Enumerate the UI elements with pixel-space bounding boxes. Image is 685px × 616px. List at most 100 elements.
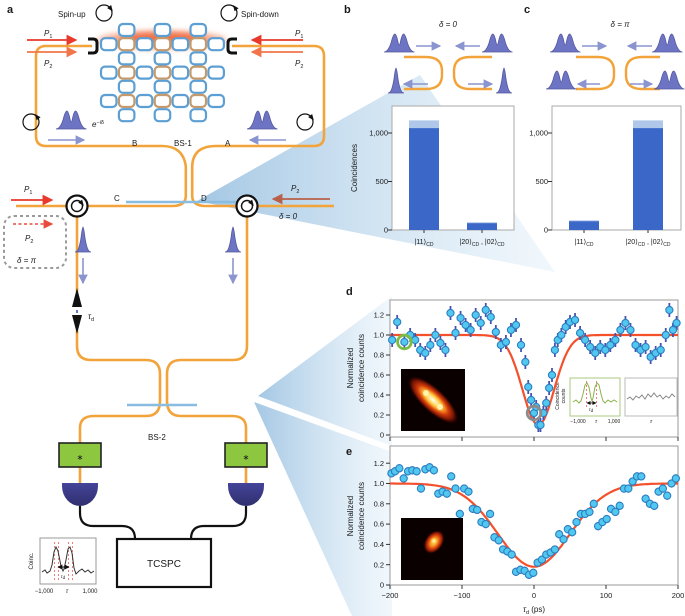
lattice-ring [135, 37, 154, 52]
lattice-ring [189, 93, 208, 109]
data-point [586, 342, 595, 352]
data-point [451, 328, 460, 338]
lattice-ring [153, 65, 172, 80]
y-tick-label: 0.2 [374, 560, 384, 569]
chart-d-ylabel-1: Normalized [346, 348, 355, 388]
data-point [464, 487, 473, 496]
spin-up-icon-head [107, 5, 113, 12]
filter-box-right [224, 442, 268, 468]
data-point [672, 318, 681, 328]
fiber-c-to-bs2 [75, 330, 162, 401]
blob-spot [437, 404, 443, 410]
data-point [568, 528, 577, 537]
tcspc-label: TCSPC [147, 559, 181, 570]
x-tick-label: 200 [672, 591, 685, 600]
port-c-label: C [114, 194, 120, 203]
green-inset-ylabel-1: Coincidence [555, 382, 561, 410]
data-point [491, 327, 500, 337]
heatmap-blob [407, 375, 459, 425]
pump2-label: P2 [25, 234, 33, 245]
circulation-right-icon-head [308, 114, 314, 121]
data-point [412, 467, 421, 476]
data-point [661, 330, 670, 340]
wavepacket-single [495, 67, 513, 94]
spin-down-icon-head [232, 4, 239, 12]
bar [467, 223, 497, 230]
circulator-d-arrow-icon-head [248, 199, 254, 206]
wedge-bs2-to-d [258, 296, 392, 446]
delay-arrow-down-icon [72, 315, 82, 334]
data-point [506, 325, 516, 335]
data-point [650, 501, 659, 510]
wedge-bs2-to-e [254, 402, 392, 616]
data-point [544, 383, 554, 393]
gray-inset: τ [624, 377, 678, 425]
delta-zero-label: δ = 0 [279, 212, 298, 221]
data-point [472, 505, 482, 515]
green-inset-xmin: −1,000 [570, 419, 586, 425]
y-tick-label: 0 [380, 431, 384, 440]
panel-b-label: b [344, 4, 351, 16]
data-point [481, 305, 490, 315]
data-point [637, 472, 646, 481]
bs1-label: BS-1 [174, 139, 192, 148]
scatter-chart-e: 0 0.2 0.4 0.6 0.8 1.0 1.2 −200 −100 0 100 200 [374, 459, 685, 600]
circulation-right-icon [296, 113, 314, 131]
lattice-ring [207, 65, 225, 80]
wavepacket-double [653, 70, 685, 90]
lattice-ring [207, 93, 225, 109]
inset-ylabel: Coinc. [29, 552, 35, 569]
data-point [671, 474, 680, 483]
panel-d: d Normalized coincidence counts Coincide… [346, 286, 681, 441]
port-d-label: D [201, 194, 207, 203]
y-tick-label: 1.0 [374, 331, 384, 340]
y-tick-label: 1.0 [374, 479, 384, 488]
lattice-ring [189, 79, 208, 94]
data-point [656, 345, 665, 355]
y-tick-label: 0.8 [374, 499, 384, 508]
data-point [575, 328, 585, 338]
panel-a-label: a [7, 4, 14, 16]
lattice-ring [117, 37, 136, 52]
filter-icon: ∗ [243, 453, 250, 462]
chart-e-ylabel-1: Normalized [346, 496, 355, 536]
data-point [426, 340, 435, 350]
data-point [668, 325, 678, 335]
bar [569, 221, 599, 230]
y-tick-label: 1.2 [374, 311, 384, 320]
data-point [624, 484, 633, 493]
lattice-ring [189, 65, 208, 80]
pump1-label: P1 [44, 29, 52, 40]
data-point [521, 357, 530, 367]
port-b-label: B [132, 139, 137, 148]
highlight-ring [396, 333, 413, 351]
data-point [476, 318, 485, 328]
y-tick-label: 500 [375, 177, 388, 186]
green-inset-tau-d: τd [589, 407, 594, 413]
pump2-label: P2 [44, 59, 52, 70]
bar-chart-c: 0 500 1,000 [529, 120, 663, 235]
data-point [411, 335, 420, 345]
lattice-ring [117, 108, 136, 123]
lattice-ring [153, 79, 172, 94]
circulator-c [65, 194, 89, 218]
data-point [526, 395, 536, 405]
chart-d-ylabel-2: coincidence counts [357, 334, 366, 402]
y-tick-label: 0 [544, 226, 548, 235]
beamsplitter-right-arm [624, 55, 660, 91]
data-point [501, 337, 511, 347]
tcspc-box [115, 537, 213, 589]
inset-frame [39, 537, 97, 585]
data-point [529, 568, 538, 577]
data-point [550, 545, 560, 554]
data-point [557, 330, 566, 340]
data-point [591, 348, 600, 358]
chart-e-xlabel: τd (ps) [523, 605, 545, 616]
pump1-label: P1 [295, 29, 303, 40]
panel-a: ∗ ∗ TCSPC Coinc. −1,000 τ 1,000 τd a Spi… [3, 4, 334, 595]
panel-e: e Normalized coincidence counts 00.20.40… [346, 445, 685, 616]
delta-pi-label: δ = π [17, 256, 37, 265]
green-inset-frame [569, 377, 621, 417]
heatmap-blob [423, 530, 445, 554]
